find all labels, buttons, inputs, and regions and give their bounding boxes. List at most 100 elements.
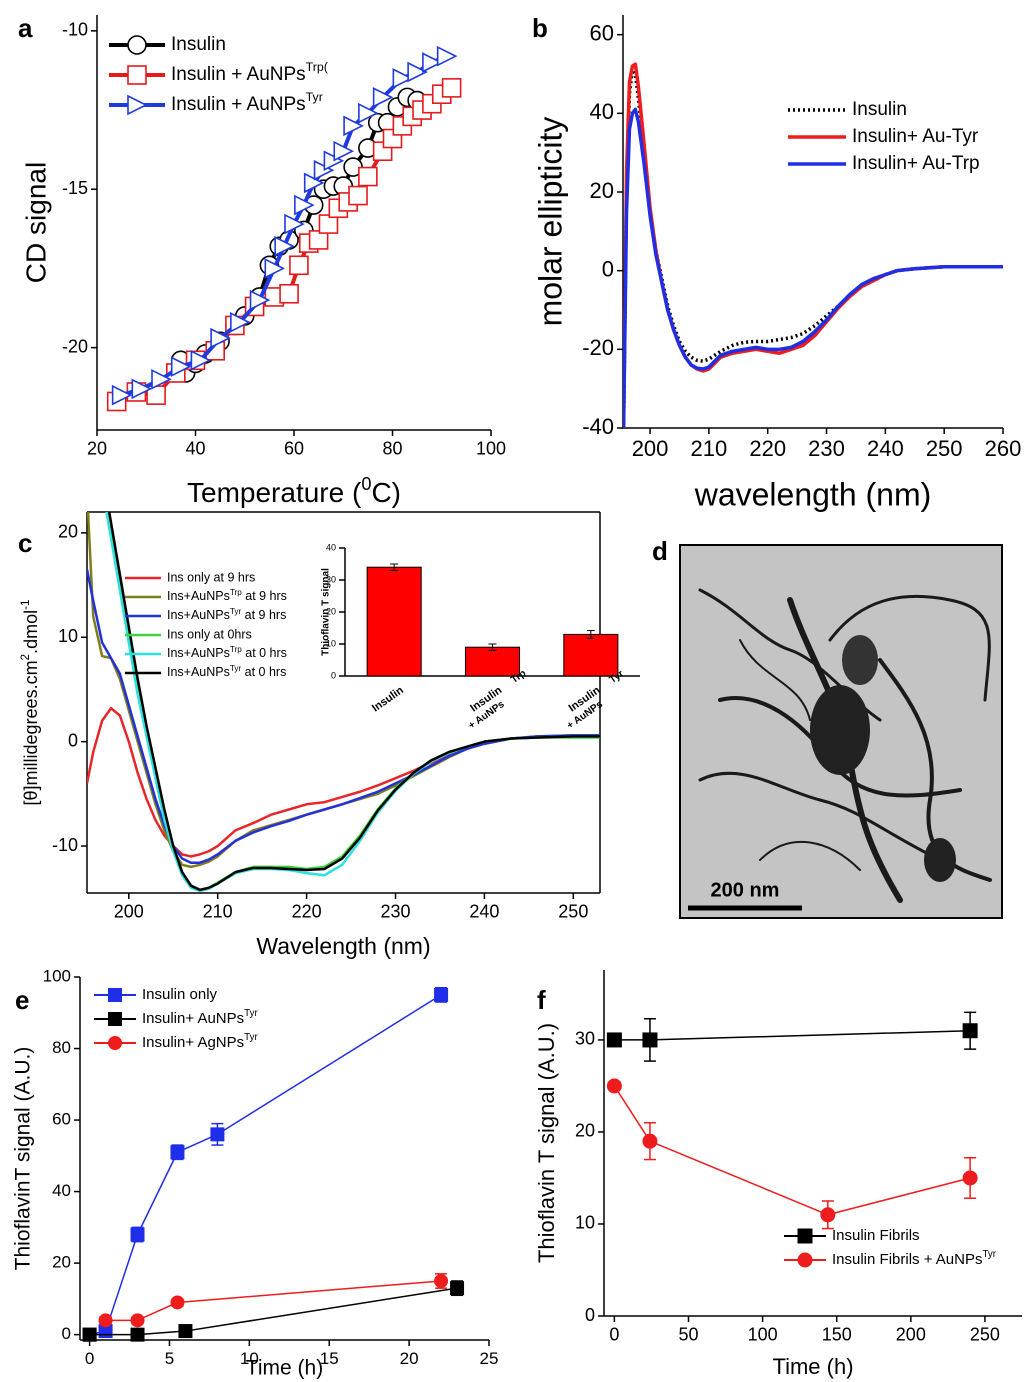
marker: [279, 283, 299, 304]
legend-label: Ins only at 0hrs: [167, 627, 252, 641]
series-line: [105, 1280, 442, 1322]
chart-panel: -40 -20 0 20 40 60 200 210 220 230 240 250 260 wavele…: [532, 13, 1021, 513]
series-line: [614, 1029, 971, 1041]
scale-bar-label: 200 nm: [711, 879, 780, 901]
marker: [642, 1133, 658, 1149]
panel-label: e: [15, 985, 29, 1015]
x-tick-label: 210: [203, 902, 233, 922]
y-tick-label: -20: [62, 336, 88, 356]
error-bar: [390, 563, 399, 571]
chart-panel: 0 10 20 30 0 50 100 150 200 250 Time (h) Thioflavin…: [534, 970, 1022, 1379]
x-tick-label: 220: [749, 436, 786, 461]
y-tick-label: 20: [52, 1253, 71, 1272]
legend-label: Ins only at 9 hrs: [167, 570, 255, 584]
x-axis-title: Temperature (0C): [187, 474, 401, 509]
marker: [111, 384, 133, 406]
x-tick-label: 20: [87, 439, 107, 459]
y-axis-title: [θ]millidegrees.cm2.dmol-1: [19, 600, 41, 806]
y-tick-label: 30: [575, 1029, 595, 1049]
y-tick-label: 60: [590, 20, 614, 45]
marker: [210, 1127, 225, 1142]
marker: [127, 35, 147, 55]
marker: [434, 1273, 449, 1288]
marker: [294, 194, 315, 216]
marker: [130, 1327, 145, 1342]
x-tick-label: 220: [292, 902, 322, 922]
x-tick-label: 230: [808, 436, 845, 461]
y-axis-title-part: -1: [19, 600, 32, 610]
x-tick-label: 100: [748, 1325, 778, 1345]
marker: [127, 65, 147, 85]
marker: [962, 1023, 978, 1039]
legend-label: Ins+AuNPsTyr at 0 hrs: [167, 664, 286, 680]
legend-label-part: Tyr: [230, 607, 242, 616]
marker: [108, 988, 122, 1002]
marker: [230, 311, 251, 333]
legend-label: Insulin only: [142, 986, 218, 1003]
bar: [563, 633, 619, 677]
x-axis-title: Time (h): [772, 1354, 853, 1379]
marker: [190, 350, 212, 371]
legend-label: Insulin Fibrils: [832, 1227, 920, 1244]
x-tick-label: 210: [691, 436, 728, 461]
x-tick-label: 240: [469, 902, 499, 922]
marker: [178, 1324, 193, 1339]
y-tick-label: 0: [602, 256, 614, 281]
legend-label-part: Ins+AuNPs: [167, 646, 230, 660]
y-tick-label: -10: [52, 835, 78, 855]
y-tick-label: 10: [326, 638, 336, 648]
marker: [170, 1295, 185, 1310]
marker: [797, 1252, 813, 1268]
legend-label-part: at 9 hrs: [242, 589, 287, 603]
marker: [131, 378, 153, 400]
x-tick-label: 200: [896, 1325, 926, 1345]
x-tick-label: 80: [382, 439, 402, 459]
legend-label: Insulin + AuNPsTrp(: [171, 60, 329, 85]
legend-label: Insulin + AuNPsTyr: [171, 90, 323, 115]
bar: [464, 646, 521, 677]
marker: [284, 213, 305, 235]
panel-label: f: [537, 985, 546, 1015]
y-tick-label: 20: [58, 522, 78, 542]
legend-label-part: Tyr: [244, 1032, 258, 1043]
marker: [82, 1327, 97, 1342]
legend-label-part: Insulin + AuNPs: [171, 64, 306, 85]
chart-panel: 0 20 40 60 80 100 0 5 10 15 20 25 Time (h) Thioflavin…: [12, 966, 499, 1379]
x-axis-title: wavelength (nm): [694, 476, 932, 512]
legend-label: Insulin+ Au-Trp: [852, 153, 980, 174]
y-tick-label: -40: [582, 414, 614, 439]
legend-label-part: at 9 hrs: [241, 608, 286, 622]
bar: [366, 566, 422, 677]
legend-label: Ins+AuNPsTrp at 9 hrs: [167, 588, 287, 604]
marker: [130, 1313, 145, 1328]
legend-label-part: Tyr: [230, 664, 242, 673]
marker: [108, 1012, 122, 1026]
marker: [289, 255, 309, 276]
x-tick-label: 0: [85, 1349, 94, 1368]
category-label: Insulin+ AuNPsTrp: [467, 668, 529, 732]
marker: [210, 327, 231, 349]
series-line: [89, 1287, 458, 1336]
marker: [962, 1170, 978, 1186]
marker: [170, 1145, 185, 1160]
marker: [392, 68, 414, 89]
series-line: [613, 1085, 971, 1216]
marker: [308, 230, 329, 250]
x-tick-label: 15: [320, 1349, 339, 1368]
error-bar: [488, 643, 497, 651]
marker: [333, 140, 355, 162]
micrograph-panel: d 200 nm: [652, 536, 1003, 919]
y-tick-label: 20: [590, 178, 614, 203]
y-tick-label: 0: [68, 730, 78, 750]
x-tick-label: 150: [822, 1325, 852, 1345]
legend-label-part: Tyr: [244, 1008, 258, 1019]
legend-label-part: Trp: [230, 645, 242, 654]
fibril-texture: [698, 588, 992, 903]
marker: [407, 61, 428, 83]
y-tick-label: -20: [582, 335, 614, 360]
category-label: Insulin+ AuNPsTyr: [565, 668, 626, 731]
x-tick-label: 250: [970, 1325, 1000, 1345]
y-axis-title-part: 2: [19, 654, 32, 661]
